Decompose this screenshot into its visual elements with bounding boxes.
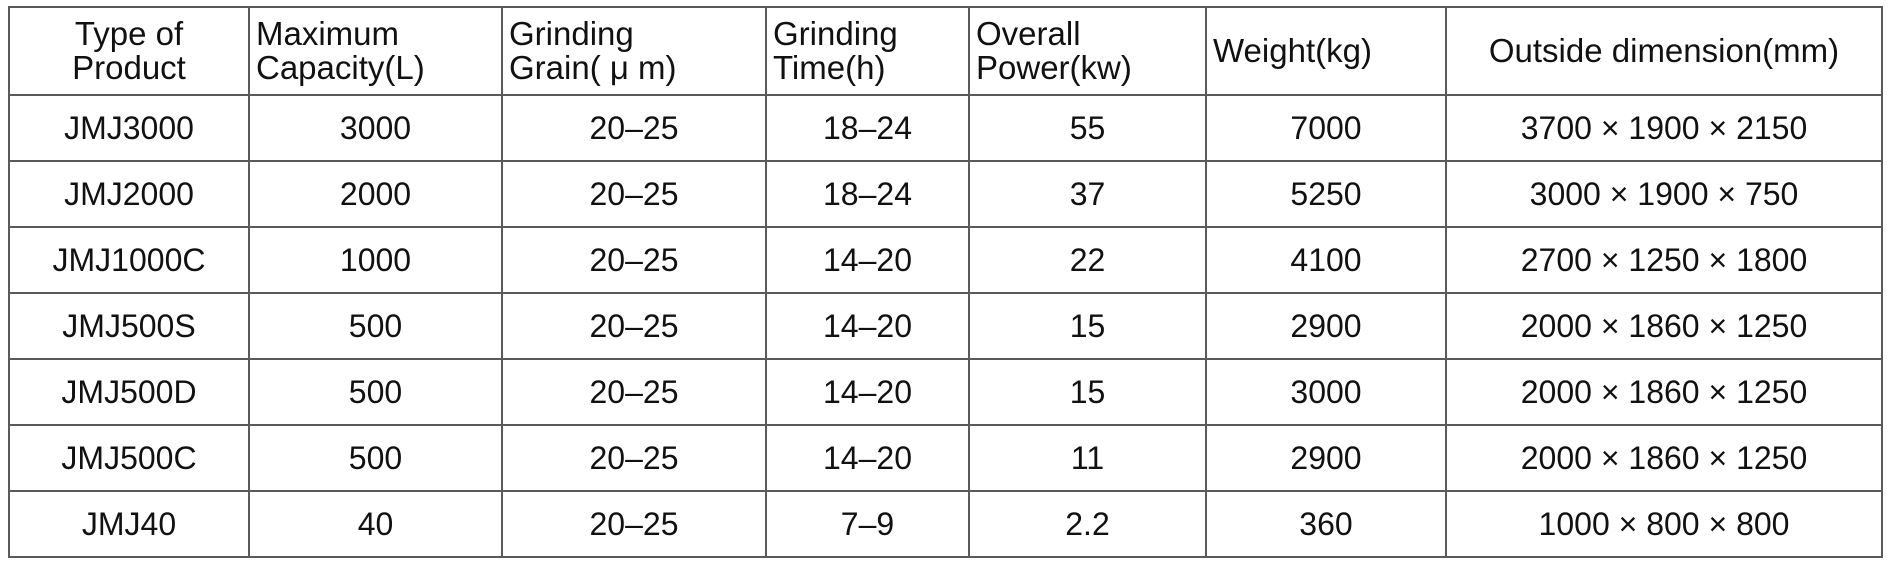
- product-spec-table: Type of Product Maximum Capacity(L) Grinding…: [8, 6, 1883, 558]
- column-header-line: Type of: [74, 15, 184, 52]
- column-header: Grinding Grain( μ m): [501, 6, 767, 96]
- column-header-line: Outside dimension(mm): [1488, 32, 1840, 69]
- spec-sheet: Type of Product Maximum Capacity(L) Grinding…: [8, 6, 1883, 558]
- table-cell: 2700 × 1250 × 1800: [1445, 226, 1883, 294]
- table-cell: 1000: [248, 226, 503, 294]
- table-cell: 2900: [1205, 292, 1447, 360]
- table-cell: 1000 × 800 × 800: [1445, 490, 1883, 558]
- table-cell: 22: [968, 226, 1207, 294]
- table-body: JMJ3000 3000 20–25 18–24 55 7000 3700 × 1900 ×…: [8, 94, 1883, 558]
- table-cell: 15: [968, 358, 1207, 426]
- table-cell: 3000: [1205, 358, 1447, 426]
- table-cell: 20–25: [501, 226, 767, 294]
- table-row: JMJ500S 500 20–25 14–20 15 2900 2000 × 1860 × …: [8, 292, 1883, 360]
- table-cell: 18–24: [765, 94, 970, 162]
- table-cell: JMJ500D: [8, 358, 250, 426]
- table-cell: 20–25: [501, 490, 767, 558]
- table-cell: JMJ1000C: [8, 226, 250, 294]
- column-header-line: Grain( μ m): [509, 49, 677, 86]
- table-cell: JMJ3000: [8, 94, 250, 162]
- column-header-line: Maximum: [256, 15, 400, 52]
- table-cell: 15: [968, 292, 1207, 360]
- table-cell: 55: [968, 94, 1207, 162]
- table-cell: JMJ40: [8, 490, 250, 558]
- table-cell: 5250: [1205, 160, 1447, 228]
- column-header: Outside dimension(mm): [1445, 6, 1883, 96]
- table-cell: 18–24: [765, 160, 970, 228]
- table-cell: JMJ500C: [8, 424, 250, 492]
- column-header-line: Power(kw): [976, 49, 1132, 86]
- table-cell: 14–20: [765, 358, 970, 426]
- table-cell: 14–20: [765, 424, 970, 492]
- table-cell: JMJ2000: [8, 160, 250, 228]
- table-cell: 3700 × 1900 × 2150: [1445, 94, 1883, 162]
- table-cell: 500: [248, 292, 503, 360]
- column-header: Overall Power(kw): [968, 6, 1207, 96]
- table-row: JMJ500D 500 20–25 14–20 15 3000 2000 × 1860 × …: [8, 358, 1883, 426]
- column-header-line: Overall: [976, 15, 1081, 52]
- table-cell: 4100: [1205, 226, 1447, 294]
- table-cell: 2.2: [968, 490, 1207, 558]
- header-row: Type of Product Maximum Capacity(L) Grinding…: [8, 6, 1883, 96]
- table-cell: 20–25: [501, 94, 767, 162]
- column-header-line: Time(h): [773, 49, 886, 86]
- table-cell: 500: [248, 424, 503, 492]
- table-cell: 37: [968, 160, 1207, 228]
- column-header: Weight(kg): [1205, 6, 1447, 96]
- table-cell: 360: [1205, 490, 1447, 558]
- column-header: Grinding Time(h): [765, 6, 970, 96]
- table-cell: 7000: [1205, 94, 1447, 162]
- column-header-line: Product: [72, 49, 186, 86]
- table-cell: JMJ500S: [8, 292, 250, 360]
- table-row: JMJ2000 2000 20–25 18–24 37 5250 3000 × 1900 ×…: [8, 160, 1883, 228]
- table-cell: 20–25: [501, 292, 767, 360]
- table-cell: 2900: [1205, 424, 1447, 492]
- table-cell: 11: [968, 424, 1207, 492]
- table-cell: 2000 × 1860 × 1250: [1445, 424, 1883, 492]
- column-header-line: Grinding: [773, 15, 898, 52]
- table-cell: 20–25: [501, 160, 767, 228]
- table-cell: 500: [248, 358, 503, 426]
- table-cell: 2000 × 1860 × 1250: [1445, 292, 1883, 360]
- column-header-line: Weight(kg): [1213, 32, 1372, 69]
- table-row: JMJ40 40 20–25 7–9 2.2 360 1000 × 800 × 800: [8, 490, 1883, 558]
- table-cell: 20–25: [501, 358, 767, 426]
- table-cell: 14–20: [765, 292, 970, 360]
- table-cell: 14–20: [765, 226, 970, 294]
- column-header-line: Grinding: [509, 15, 634, 52]
- column-header-line: Capacity(L): [256, 49, 425, 86]
- table-cell: 3000: [248, 94, 503, 162]
- column-header: Type of Product: [8, 6, 250, 96]
- table-row: JMJ500C 500 20–25 14–20 11 2900 2000 × 1860 × …: [8, 424, 1883, 492]
- table-cell: 3000 × 1900 × 750: [1445, 160, 1883, 228]
- column-header: Maximum Capacity(L): [248, 6, 503, 96]
- table-row: JMJ1000C 1000 20–25 14–20 22 4100 2700 × 1250 …: [8, 226, 1883, 294]
- table-cell: 40: [248, 490, 503, 558]
- table-cell: 7–9: [765, 490, 970, 558]
- table-row: JMJ3000 3000 20–25 18–24 55 7000 3700 × 1900 ×…: [8, 94, 1883, 162]
- table-cell: 2000: [248, 160, 503, 228]
- table-header: Type of Product Maximum Capacity(L) Grinding…: [8, 6, 1883, 96]
- table-cell: 2000 × 1860 × 1250: [1445, 358, 1883, 426]
- table-cell: 20–25: [501, 424, 767, 492]
